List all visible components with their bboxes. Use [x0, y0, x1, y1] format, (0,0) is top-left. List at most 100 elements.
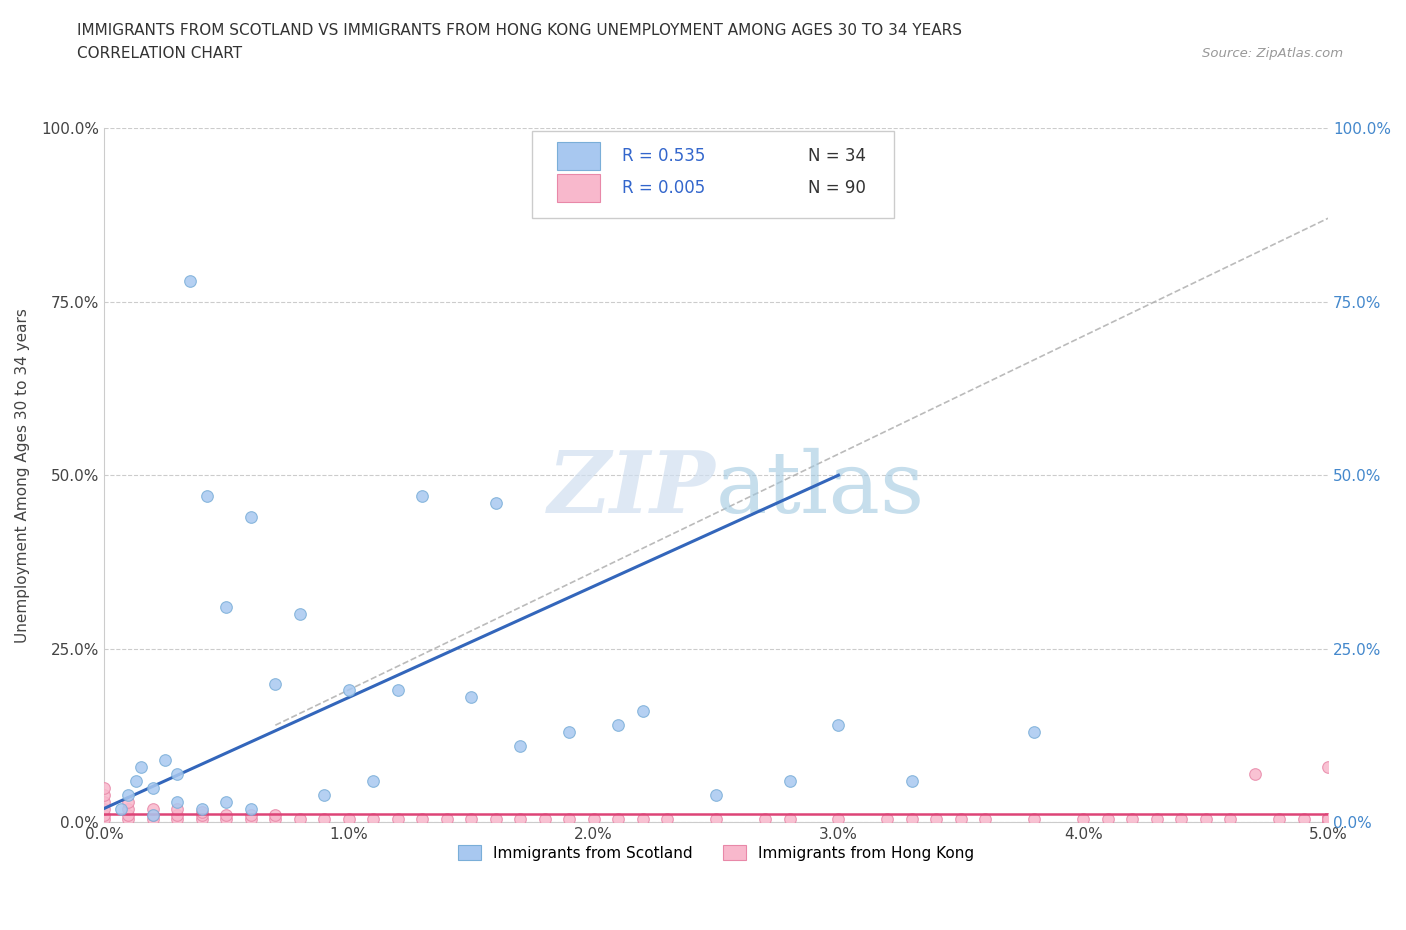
Point	[1317, 760, 1340, 775]
Point	[1268, 812, 1291, 827]
Point	[901, 774, 924, 789]
Point	[117, 808, 139, 823]
Point	[1317, 812, 1340, 827]
Point	[1317, 812, 1340, 827]
Point	[125, 774, 148, 789]
Point	[582, 812, 605, 827]
Point	[779, 812, 801, 827]
Text: R = 0.535: R = 0.535	[621, 147, 706, 165]
Point	[264, 812, 287, 827]
Point	[153, 752, 176, 767]
Point	[827, 812, 849, 827]
Point	[215, 600, 238, 615]
Text: N = 34: N = 34	[808, 147, 866, 165]
Point	[1097, 812, 1119, 827]
Point	[1317, 812, 1340, 827]
Point	[1121, 812, 1143, 827]
Point	[239, 801, 262, 816]
Point	[1317, 812, 1340, 827]
Point	[166, 801, 188, 816]
Point	[411, 812, 433, 827]
Text: CORRELATION CHART: CORRELATION CHART	[77, 46, 242, 61]
Point	[827, 718, 849, 733]
Point	[1317, 812, 1340, 827]
Point	[1317, 812, 1340, 827]
Point	[110, 801, 132, 816]
Text: IMMIGRANTS FROM SCOTLAND VS IMMIGRANTS FROM HONG KONG UNEMPLOYMENT AMONG AGES 30: IMMIGRANTS FROM SCOTLAND VS IMMIGRANTS F…	[77, 23, 962, 38]
Point	[533, 812, 555, 827]
Point	[1317, 812, 1340, 827]
Point	[191, 808, 214, 823]
Point	[1317, 812, 1340, 827]
Point	[239, 812, 262, 827]
Point	[704, 812, 727, 827]
Point	[93, 794, 115, 809]
Point	[485, 812, 508, 827]
Text: ZIP: ZIP	[548, 447, 716, 531]
Point	[117, 794, 139, 809]
Text: atlas: atlas	[716, 447, 925, 531]
Point	[191, 804, 214, 819]
Point	[93, 780, 115, 795]
Point	[142, 808, 165, 823]
Point	[411, 488, 433, 503]
Point	[1317, 812, 1340, 827]
Point	[142, 780, 165, 795]
Point	[215, 808, 238, 823]
Point	[93, 808, 115, 823]
Point	[142, 812, 165, 827]
Point	[1317, 812, 1340, 827]
Point	[1317, 812, 1340, 827]
Legend: Immigrants from Scotland, Immigrants from Hong Kong: Immigrants from Scotland, Immigrants fro…	[451, 839, 980, 867]
Point	[1317, 812, 1340, 827]
Point	[558, 724, 581, 739]
Point	[1317, 812, 1340, 827]
Point	[288, 812, 311, 827]
Point	[166, 812, 188, 827]
Point	[264, 676, 287, 691]
Point	[129, 760, 152, 775]
Point	[117, 787, 139, 802]
Point	[1170, 812, 1192, 827]
Point	[179, 273, 201, 288]
Point	[631, 704, 654, 719]
Point	[93, 787, 115, 802]
Point	[1317, 812, 1340, 827]
Point	[1146, 812, 1168, 827]
Point	[460, 690, 482, 705]
Point	[1219, 812, 1241, 827]
Point	[239, 808, 262, 823]
Point	[93, 801, 115, 816]
Point	[436, 812, 458, 827]
Point	[195, 488, 218, 503]
Text: R = 0.005: R = 0.005	[621, 179, 704, 197]
Point	[361, 774, 384, 789]
Point	[1317, 812, 1340, 827]
Point	[166, 808, 188, 823]
Point	[876, 812, 898, 827]
Point	[949, 812, 972, 827]
Point	[314, 812, 336, 827]
Point	[509, 738, 531, 753]
Point	[1317, 812, 1340, 827]
Point	[1317, 812, 1340, 827]
Point	[1317, 812, 1340, 827]
Point	[142, 801, 165, 816]
Point	[558, 812, 581, 827]
Text: Source: ZipAtlas.com: Source: ZipAtlas.com	[1202, 46, 1343, 60]
Point	[1317, 812, 1340, 827]
Point	[1292, 812, 1315, 827]
Point	[655, 812, 678, 827]
Point	[1317, 812, 1340, 827]
Point	[215, 794, 238, 809]
Point	[191, 801, 214, 816]
Point	[974, 812, 997, 827]
Point	[485, 496, 508, 511]
Point	[754, 812, 776, 827]
Point	[1317, 812, 1340, 827]
Point	[288, 606, 311, 621]
Point	[387, 683, 409, 698]
Point	[337, 683, 360, 698]
Point	[925, 812, 948, 827]
Point	[1317, 812, 1340, 827]
